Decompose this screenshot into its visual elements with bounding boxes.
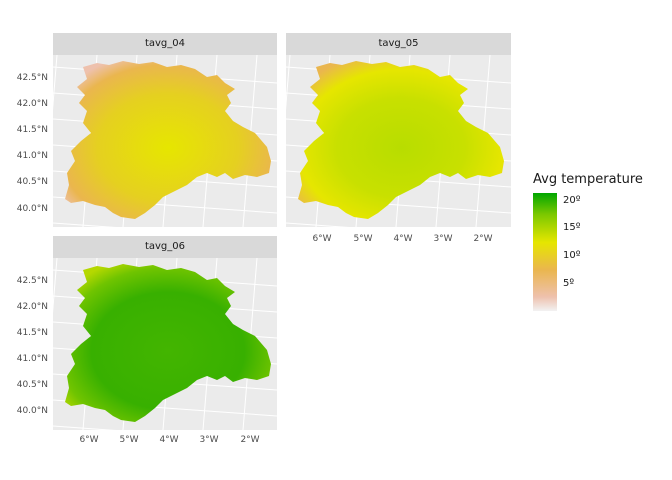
parallel-line: [53, 425, 117, 430]
lat-label-p04-400: 40.0°N: [16, 204, 48, 214]
panel-strip-tavg04: tavg_04: [53, 33, 277, 55]
lat-label-p04-415: 41.5°N: [16, 125, 48, 135]
parallel-line: [286, 222, 350, 227]
region-raster: [298, 61, 504, 219]
panel-strip-tavg05: tavg_05: [286, 33, 511, 55]
lat-label-p04-420: 42.0°N: [16, 99, 48, 109]
map-panel-tavg05: [286, 55, 511, 227]
region-raster: [65, 61, 271, 219]
lon-label-p06-2w: 2°W: [240, 435, 260, 445]
lat-label-p04-425: 42.5°N: [16, 73, 48, 83]
map-svg-tavg06: [53, 258, 277, 430]
lat-label-p04-410: 41.0°N: [16, 151, 48, 161]
lon-label-p05-5w: 5°W: [353, 234, 373, 244]
lon-label-p05-6w: 6°W: [312, 234, 332, 244]
region-raster: [65, 264, 271, 422]
legend-label-15: 15º: [563, 222, 581, 233]
lon-label-p06-4w: 4°W: [159, 435, 179, 445]
panel-strip-tavg06: tavg_06: [53, 236, 277, 258]
lat-label-p06-415: 41.5°N: [16, 328, 48, 338]
meridian-line: [53, 55, 58, 111]
lat-label-p06-405: 40.5°N: [16, 380, 48, 390]
lon-label-p06-5w: 5°W: [119, 435, 139, 445]
lon-label-p06-6w: 6°W: [79, 435, 99, 445]
lat-label-p06-420: 42.0°N: [16, 302, 48, 312]
lat-label-p06-410: 41.0°N: [16, 354, 48, 364]
meridian-line: [286, 55, 291, 111]
map-panel-tavg06: [53, 258, 277, 430]
lat-label-p04-405: 40.5°N: [16, 177, 48, 187]
legend-label-20: 20º: [563, 195, 581, 206]
map-svg-tavg04: [53, 55, 277, 227]
lon-label-p05-4w: 4°W: [393, 234, 413, 244]
lat-label-p06-425: 42.5°N: [16, 276, 48, 286]
map-svg-tavg05: [286, 55, 511, 227]
map-panel-tavg04: [53, 55, 277, 227]
lat-label-p06-400: 40.0°N: [16, 406, 48, 416]
legend-title: Avg temperature: [533, 172, 643, 187]
legend-colorbar: [533, 193, 557, 311]
lon-label-p05-3w: 3°W: [433, 234, 453, 244]
lon-label-p06-3w: 3°W: [199, 435, 219, 445]
parallel-line: [53, 222, 117, 227]
legend-label-10: 10º: [563, 250, 581, 261]
legend-label-5: 5º: [563, 278, 575, 289]
meridian-line: [53, 258, 58, 314]
lon-label-p05-2w: 2°W: [473, 234, 493, 244]
